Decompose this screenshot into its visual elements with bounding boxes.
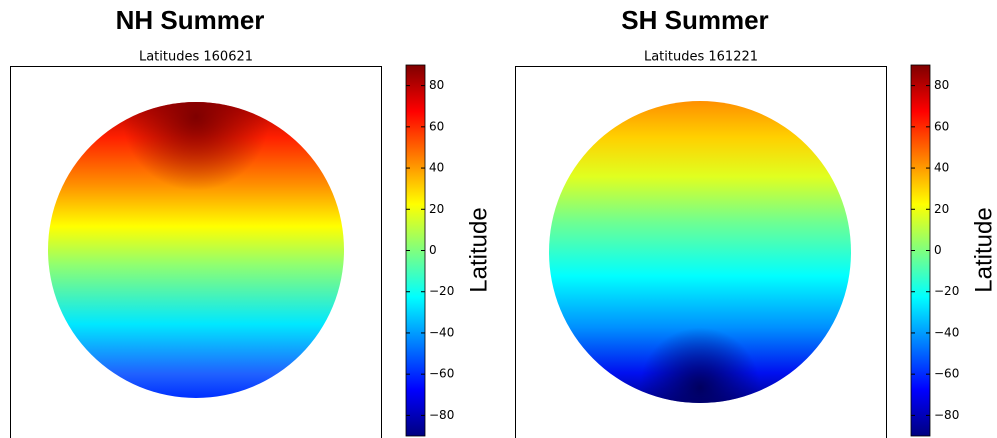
- colorbar-label: Latitude: [465, 207, 492, 292]
- colorbar-tick-label: −20: [429, 284, 454, 298]
- panel-subtitle: Latitudes 161221: [644, 50, 758, 65]
- colorbar-tick-label: 60: [429, 119, 444, 133]
- colorbar-tick-label: −20: [934, 284, 959, 298]
- colorbar-tick-label: 0: [429, 243, 437, 257]
- disk-pole: [549, 101, 851, 403]
- panel-subtitle: Latitudes 160621: [139, 50, 253, 65]
- colorbar-label: Latitude: [970, 207, 997, 292]
- colorbar-tick-label: 20: [429, 202, 444, 216]
- colorbar-tick-label: 60: [934, 119, 949, 133]
- colorbar-tick-label: 80: [429, 78, 444, 92]
- colorbar-tick-label: −80: [934, 408, 959, 422]
- colorbar-tick-label: 40: [429, 161, 444, 175]
- colorbar-tick-label: 80: [934, 78, 949, 92]
- colorbar-tick-label: −40: [934, 325, 959, 339]
- colorbar-tick-label: −60: [934, 367, 959, 381]
- colorbar-tick-label: −60: [429, 367, 454, 381]
- colorbar-tick-label: −40: [429, 325, 454, 339]
- disk-pole: [48, 102, 344, 398]
- panel-title: SH Summer: [621, 5, 768, 35]
- colorbar-tick-label: 40: [934, 161, 949, 175]
- colorbar-tick-label: −80: [429, 408, 454, 422]
- panel-title: NH Summer: [116, 5, 265, 35]
- colorbar-tick-label: 20: [934, 202, 949, 216]
- colorbar-tick-label: 0: [934, 243, 942, 257]
